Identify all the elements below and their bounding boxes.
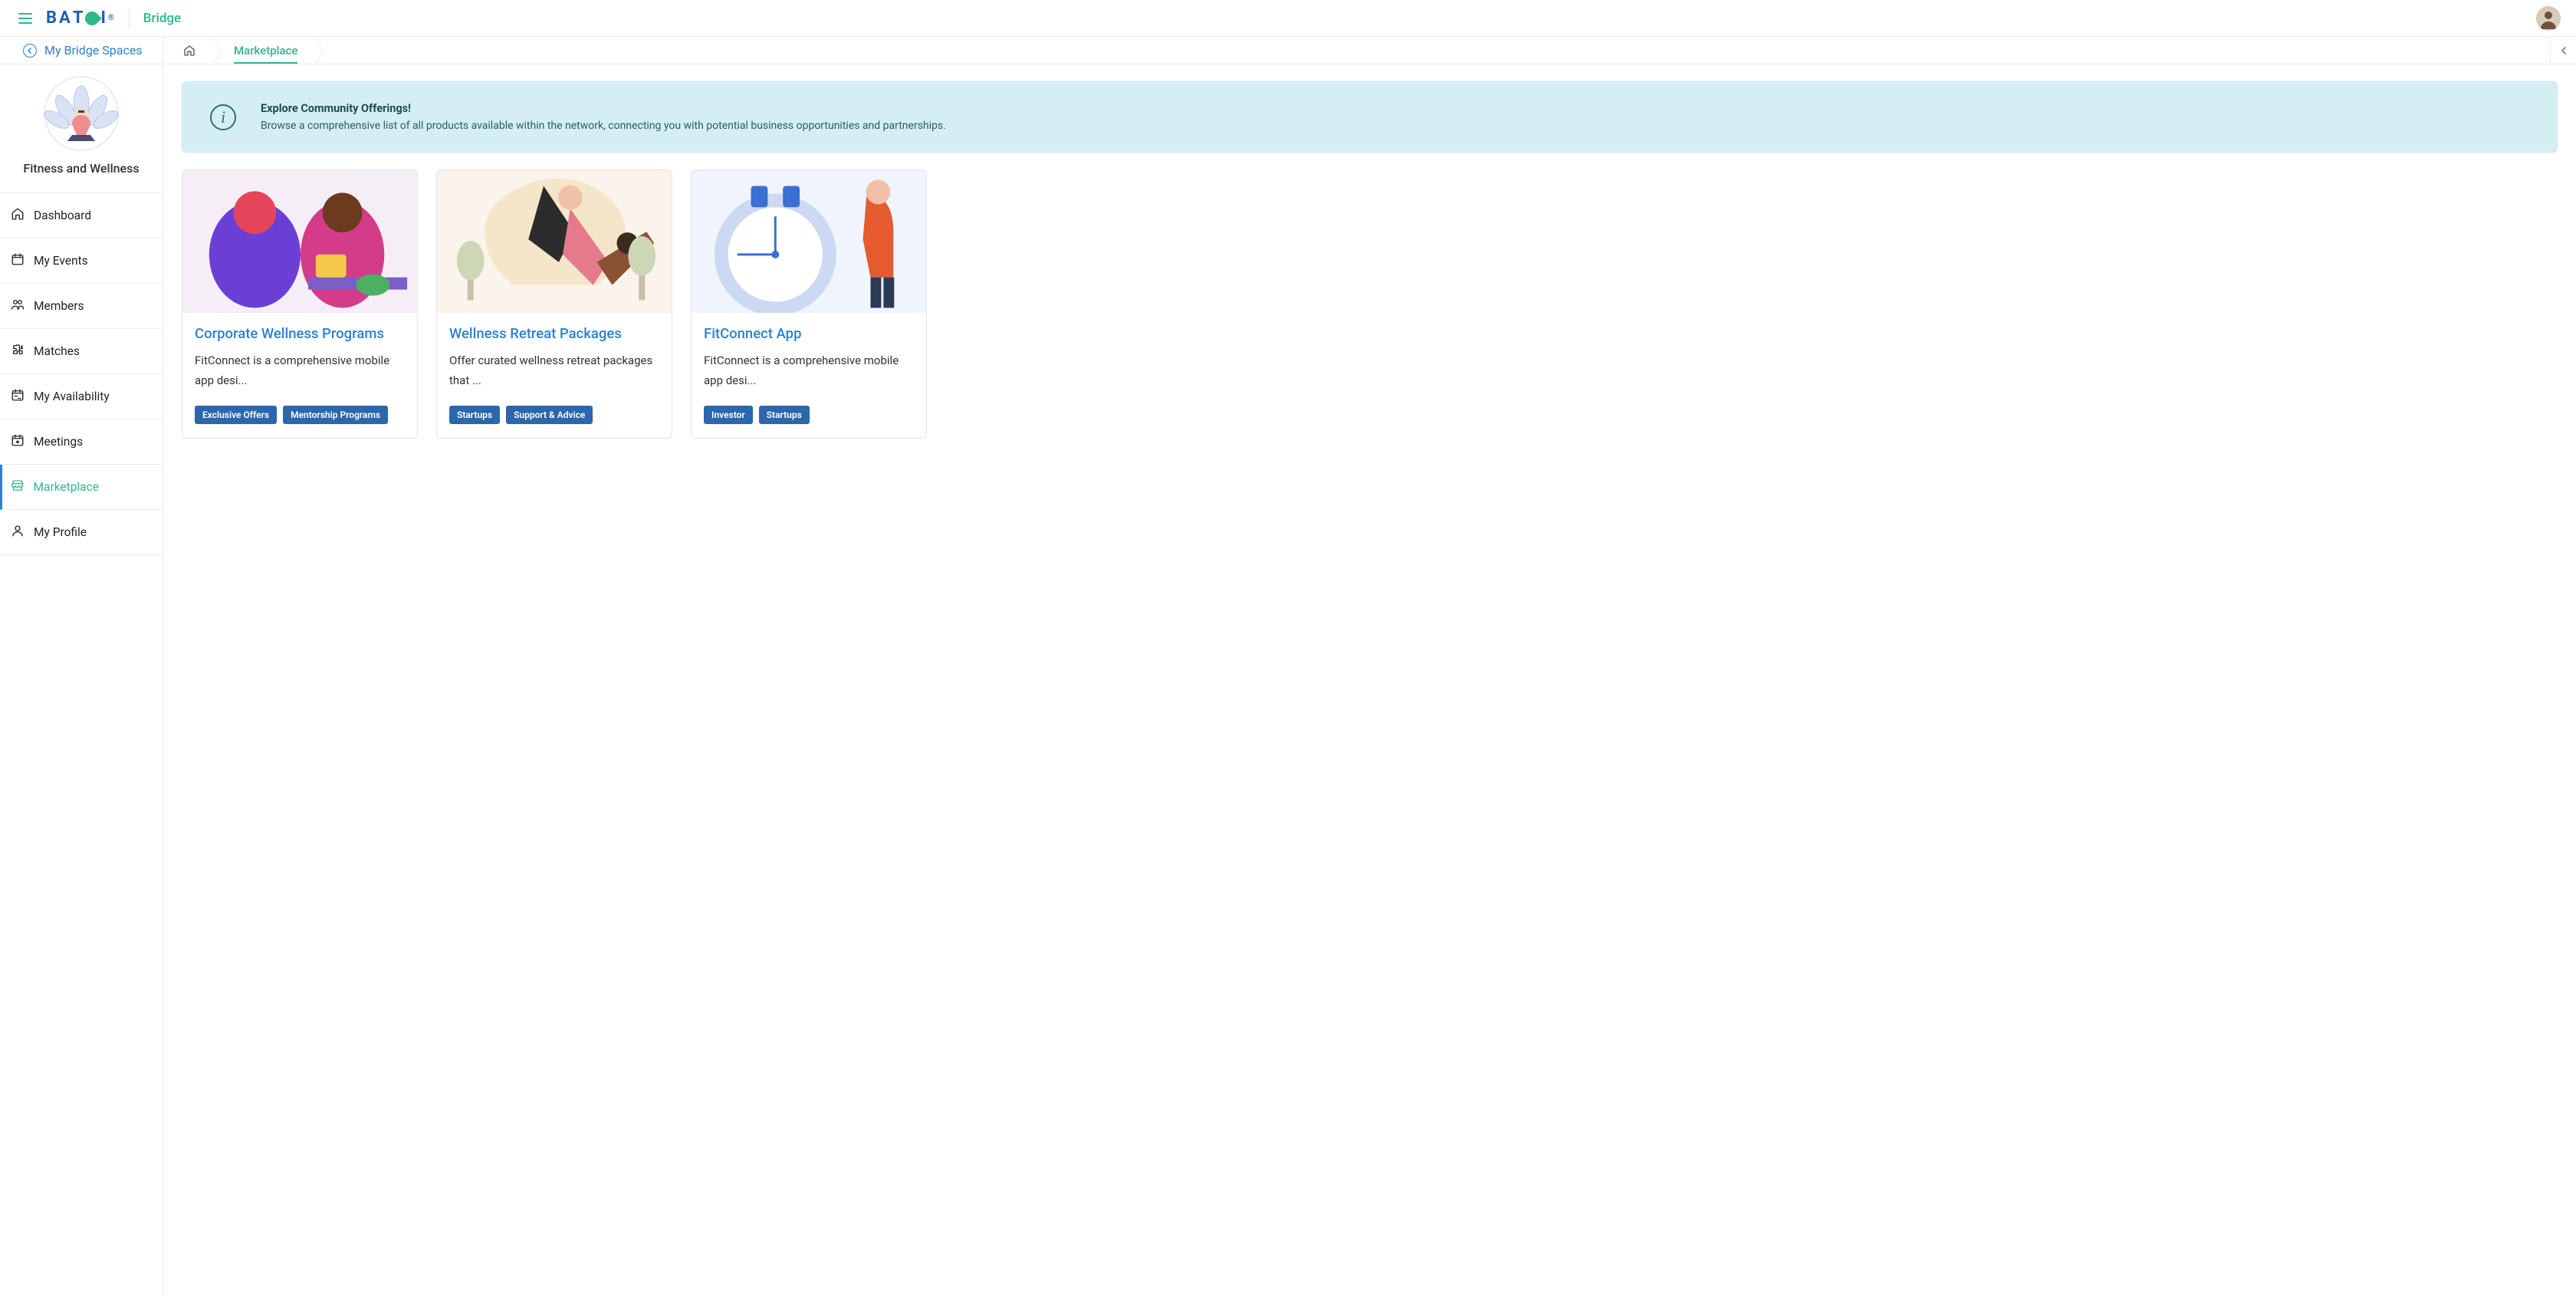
card-tags: Investor Startups [704,406,914,424]
home-icon [183,44,196,57]
card-body: Wellness Retreat Packages Offer curated w… [437,313,672,438]
topbar: BATI® Bridge [0,0,2576,37]
card-description: FitConnect is a comprehensive mobile app… [704,351,914,390]
sidebar-item-marketplace[interactable]: Marketplace [0,465,163,510]
info-icon: i [210,104,236,130]
layout: Fitness and Wellness Dashboard My Events M… [0,64,2576,1296]
tag[interactable]: Investor [704,406,753,424]
people-icon [11,298,25,314]
tag[interactable]: Startups [759,406,810,424]
sidebar-item-meetings[interactable]: Meetings [0,419,163,465]
calendar-dot-icon [11,433,25,450]
person-icon [11,524,25,541]
marketplace-card: Wellness Retreat Packages Offer curated w… [436,169,672,439]
card-tags: Exclusive Offers Mentorship Programs [195,406,405,424]
space-avatar [41,75,121,152]
my-spaces-label: My Bridge Spaces [44,43,143,58]
home-icon [11,207,25,224]
info-banner-body: Browse a comprehensive list of all produ… [261,120,946,132]
sidebar-item-label: Matches [34,344,80,358]
card-body: FitConnect App FitConnect is a comprehens… [692,313,926,438]
arrow-left-circle-icon [23,44,37,58]
leaf-icon [83,8,102,28]
card-grid: Corporate Wellness Programs FitConnect is… [182,169,2558,439]
breadcrumb-home[interactable] [163,37,214,64]
nav-list: Dashboard My Events Members Matches My Avail… [0,193,163,555]
breadcrumb-current[interactable]: Marketplace [214,37,316,64]
card-illustration [437,170,672,313]
sidebar-item-matches[interactable]: Matches [0,329,163,374]
card-illustration [692,170,926,313]
logo[interactable]: BATI® [46,8,115,28]
tag[interactable]: Support & Advice [506,406,593,424]
tag[interactable]: Startups [449,406,500,424]
chevron-left-icon [2560,46,2568,55]
sidebar-item-label: My Availability [34,390,110,403]
space-header: Fitness and Wellness [0,64,163,193]
info-banner: i Explore Community Offerings! Browse a … [182,81,2558,153]
app-name[interactable]: Bridge [143,11,181,26]
breadcrumb-current-label: Marketplace [234,44,297,64]
tag[interactable]: Mentorship Programs [283,406,388,424]
topbar-left: BATI® Bridge [18,8,181,28]
subheader: My Bridge Spaces Marketplace [0,37,2576,64]
sidebar: Fitness and Wellness Dashboard My Events M… [0,64,163,1296]
card-description: FitConnect is a comprehensive mobile app… [195,351,405,390]
card-title[interactable]: Wellness Retreat Packages [449,325,659,342]
sidebar-item-label: Dashboard [34,209,91,222]
sidebar-item-label: Marketplace [34,480,99,494]
sidebar-item-members[interactable]: Members [0,284,163,329]
sidebar-item-dashboard[interactable]: Dashboard [0,193,163,238]
divider [129,8,130,28]
marketplace-card: Corporate Wellness Programs FitConnect is… [182,169,418,439]
user-avatar[interactable] [2536,6,2561,31]
tag[interactable]: Exclusive Offers [195,406,277,424]
calendar-icon [11,252,25,269]
marketplace-card: FitConnect App FitConnect is a comprehens… [691,169,927,439]
card-illustration [182,170,417,313]
card-body: Corporate Wellness Programs FitConnect is… [182,313,417,438]
collapse-panel-button[interactable] [2550,37,2576,64]
card-title[interactable]: Corporate Wellness Programs [195,325,405,342]
sidebar-item-label: My Profile [34,525,87,539]
sidebar-item-my-availability[interactable]: My Availability [0,374,163,419]
card-title[interactable]: FitConnect App [704,325,914,342]
info-text: Explore Community Offerings! Browse a co… [261,102,946,132]
avatar-placeholder-icon [2536,6,2561,31]
content: i Explore Community Offerings! Browse a … [163,64,2576,1296]
hamburger-menu-button[interactable] [18,13,32,24]
calendar-range-icon [11,388,25,405]
breadcrumb: Marketplace [163,37,2550,64]
sidebar-item-my-profile[interactable]: My Profile [0,510,163,555]
my-spaces-button[interactable]: My Bridge Spaces [0,37,163,64]
sidebar-item-label: Members [34,299,84,313]
sidebar-item-label: Meetings [34,435,83,449]
sidebar-item-label: My Events [34,254,88,268]
info-banner-title: Explore Community Offerings! [261,102,946,115]
puzzle-icon [11,343,25,360]
card-tags: Startups Support & Advice [449,406,659,424]
space-title: Fitness and Wellness [23,161,139,176]
sidebar-item-my-events[interactable]: My Events [0,238,163,284]
shop-icon [11,479,25,495]
card-description: Offer curated wellness retreat packages … [449,351,659,390]
